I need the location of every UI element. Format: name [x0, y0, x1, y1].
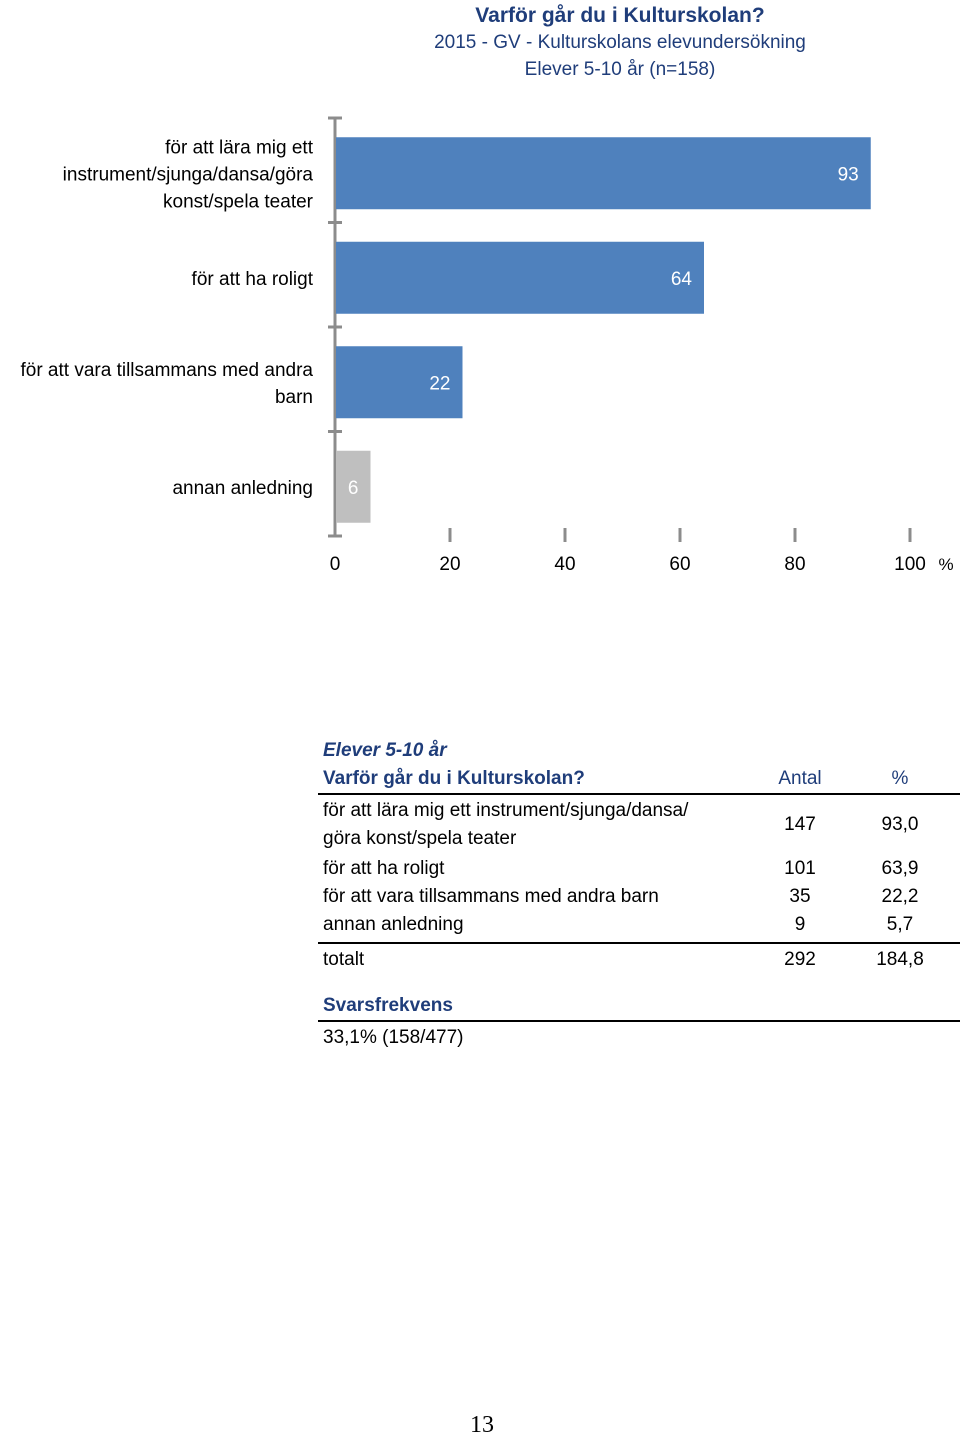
- total-count: 292: [784, 949, 816, 970]
- column-header-question: Varför går du i Kulturskolan?: [323, 768, 585, 789]
- bar-value-label: 6: [348, 478, 359, 499]
- column-header-percent: %: [891, 768, 909, 789]
- row-label-line: för att lära mig ett instrument/sjunga/d…: [323, 800, 689, 821]
- row-count: 9: [794, 914, 806, 935]
- chart-subtitle-survey: 2015 - GV - Kulturskolans elevundersökni…: [434, 32, 806, 53]
- row-label: för att vara tillsammans med andra barn: [323, 886, 659, 907]
- category-label: konst/spela teater: [163, 191, 314, 212]
- x-tick-label: 40: [554, 554, 575, 575]
- row-label: annan anledning: [323, 914, 464, 935]
- category-label: instrument/sjunga/dansa/göra: [63, 164, 314, 185]
- total-percent: 184,8: [876, 949, 924, 970]
- row-percent: 22,2: [881, 886, 919, 907]
- x-tick-label: 0: [330, 554, 341, 575]
- table-row: för att vara tillsammans med andra barn …: [318, 883, 960, 911]
- bar-value-label: 64: [671, 269, 693, 290]
- category-label: för att vara tillsammans med andra: [20, 360, 313, 381]
- table-row: för att ha roligt 101 63,9: [318, 855, 960, 883]
- row-label: för att ha roligt: [323, 858, 445, 879]
- x-tick-label: 80: [784, 554, 805, 575]
- chart-title: Varför går du i Kulturskolan?: [475, 4, 765, 27]
- results-table: Elever 5-10 år Varför går du i Kultursko…: [318, 737, 960, 974]
- category-label: annan anledning: [172, 478, 313, 499]
- category-label: för att ha roligt: [192, 269, 314, 290]
- total-label: totalt: [323, 949, 365, 970]
- category-label: för att lära mig ett: [165, 137, 314, 158]
- row-percent: 63,9: [881, 858, 919, 879]
- table-row: annan anledning 9 5,7: [318, 911, 960, 939]
- bar: [336, 137, 871, 210]
- page-number: 13: [470, 1412, 494, 1438]
- chart-subtitle-group: Elever 5-10 år (n=158): [524, 59, 716, 80]
- response-rate-block: Svarsfrekvens 33,1% (158/477): [318, 992, 960, 1052]
- row-label: för att lära mig ett instrument/sjunga/d…: [323, 797, 755, 853]
- row-label-line: göra konst/spela teater: [323, 828, 517, 849]
- x-tick-label: 60: [669, 554, 690, 575]
- table-row: för att lära mig ett instrument/sjunga/d…: [318, 795, 960, 855]
- bar: [336, 241, 704, 314]
- table-total-row: totalt 292 184,8: [318, 942, 960, 974]
- x-tick-label: 100: [894, 554, 926, 575]
- row-count: 101: [784, 858, 816, 879]
- x-unit-label: %: [938, 555, 953, 574]
- table-heading: Elever 5-10 år: [323, 740, 447, 761]
- bar: [336, 450, 371, 523]
- x-tick-label: 20: [439, 554, 460, 575]
- row-percent: 93,0: [881, 814, 919, 835]
- column-header-count: Antal: [778, 768, 822, 789]
- row-count: 147: [784, 814, 816, 835]
- chart-title-block: Varför går du i Kulturskolan? 2015 - GV …: [380, 2, 860, 83]
- category-label: barn: [275, 387, 313, 408]
- row-percent: 5,7: [886, 914, 914, 935]
- bar-value-label: 22: [429, 373, 450, 394]
- bar-chart: 93 för att lära mig ett instrument/sjunga/…: [20, 116, 954, 575]
- bar: [336, 346, 463, 419]
- row-count: 35: [789, 886, 811, 907]
- response-rate-label: Svarsfrekvens: [318, 992, 960, 1022]
- bar-value-label: 93: [838, 164, 859, 185]
- table-header-row: Varför går du i Kulturskolan? Antal %: [318, 765, 960, 795]
- response-rate-value: 33,1% (158/477): [323, 1027, 464, 1048]
